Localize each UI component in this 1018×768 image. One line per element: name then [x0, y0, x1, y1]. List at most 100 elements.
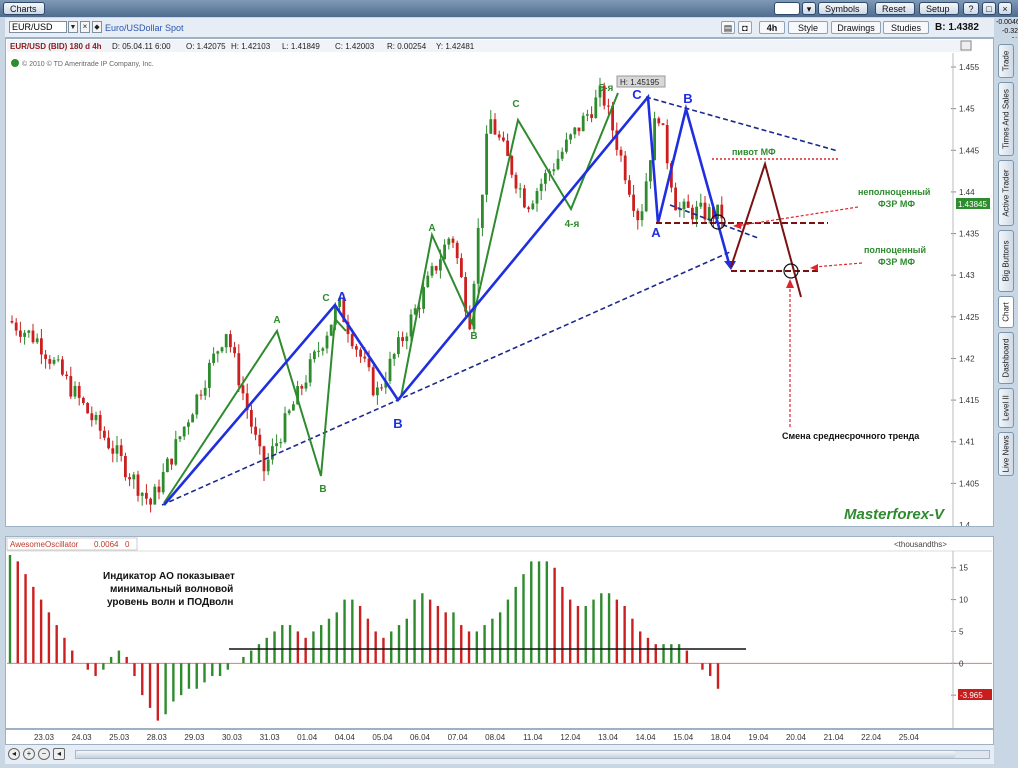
- ao-note-2: минимальный волновой: [110, 584, 233, 595]
- tab-times-and-sales[interactable]: Times And Sales: [998, 82, 1014, 156]
- info-open: O: 1.42075: [186, 42, 226, 51]
- zoom-in-icon[interactable]: +: [23, 748, 35, 760]
- candle-body: [371, 367, 375, 396]
- style-button[interactable]: Style: [788, 21, 828, 34]
- charts-button[interactable]: Charts: [3, 2, 45, 15]
- arrow-complete: [813, 262, 863, 268]
- tab-active-trader[interactable]: Active Trader: [998, 160, 1014, 226]
- candle-body: [632, 194, 635, 211]
- date-tick-label: 19.04: [748, 733, 769, 742]
- oscillator-chart[interactable]: AwesomeOscillator 0.0064 0 <thousandths>…: [6, 537, 993, 728]
- tab-chart[interactable]: Chart: [998, 296, 1014, 328]
- trend-change-label: Смена среднесрочного тренда: [782, 431, 920, 441]
- candle-body: [565, 139, 568, 152]
- osc-param: 0: [125, 540, 130, 549]
- candle-body: [712, 207, 715, 219]
- trend-support-line: [161, 251, 731, 506]
- price-tick-label: 1.42: [959, 354, 975, 363]
- price-chart-panel[interactable]: 1.4 1.405 1.41 1.415 1.42 1.425 1.43 1.435 1.44 1…: [5, 38, 994, 527]
- symbol-dropdown-icon[interactable]: ▼: [68, 21, 78, 33]
- date-tick-label: 24.03: [72, 733, 93, 742]
- symbol-input[interactable]: [9, 21, 67, 33]
- drawings-button[interactable]: Drawings: [831, 21, 881, 34]
- candle-body: [191, 414, 194, 423]
- date-tick-label: 06.04: [410, 733, 431, 742]
- link-color-box[interactable]: [774, 2, 800, 15]
- scroll-left-icon[interactable]: ◂: [53, 748, 65, 760]
- candle-body: [287, 410, 291, 414]
- candle-body: [254, 426, 257, 435]
- info-high: H: 1.42103: [231, 42, 271, 51]
- candle-body: [602, 85, 606, 106]
- setup-button[interactable]: Setup: [919, 2, 959, 15]
- studies-button[interactable]: Studies: [883, 21, 929, 34]
- clear-symbol-icon[interactable]: ×: [80, 21, 90, 33]
- arrow-trend-change-head: [786, 279, 794, 288]
- osc-value-tag: -3.965: [960, 691, 983, 700]
- chart-settings-icon[interactable]: [960, 40, 972, 51]
- candle-body: [342, 297, 346, 323]
- tab-dashboard[interactable]: Dashboard: [998, 332, 1014, 384]
- timeframe-button[interactable]: 4h: [759, 21, 785, 34]
- tab-level-ii[interactable]: Level II: [998, 388, 1014, 428]
- candle-body: [292, 404, 295, 411]
- candle-body: [107, 437, 110, 449]
- incomplete-ffz-label-2: ФЗР МФ: [878, 199, 915, 209]
- date-tick-label: 22.04: [861, 733, 882, 742]
- candle-body: [153, 486, 157, 505]
- help-icon[interactable]: ?: [963, 2, 979, 15]
- complete-ffz-circle: [783, 263, 799, 279]
- candle-body: [674, 187, 677, 211]
- pan-left-icon[interactable]: ◂: [8, 748, 20, 760]
- price-axis-ticks: 1.4 1.405 1.41 1.415 1.42 1.425 1.43 1.435 1.44 1…: [951, 53, 980, 526]
- candle-body: [514, 174, 518, 189]
- candle-body: [338, 297, 341, 307]
- candle-body: [103, 430, 106, 438]
- reset-button[interactable]: Reset: [875, 2, 915, 15]
- osc-name[interactable]: AwesomeOscillator: [10, 540, 79, 549]
- wave-label: A: [651, 225, 661, 240]
- maximize-icon[interactable]: □: [982, 2, 996, 15]
- candle-body: [23, 332, 26, 337]
- candle-body: [670, 163, 673, 188]
- tab-big-buttons[interactable]: Big Buttons: [998, 230, 1014, 292]
- date-tick-label: 07.04: [448, 733, 469, 742]
- candle-body: [308, 359, 312, 383]
- tab-trade[interactable]: Trade: [998, 44, 1014, 78]
- candle-body: [136, 474, 140, 496]
- oscillator-panel[interactable]: AwesomeOscillator 0.0064 0 <thousandths>…: [5, 536, 994, 729]
- candle-body: [527, 207, 530, 210]
- camera-icon[interactable]: ◘: [738, 21, 752, 34]
- candle-body: [157, 486, 161, 493]
- candle-body: [573, 127, 577, 135]
- candle-body: [422, 287, 425, 309]
- price-tag-bg: [956, 198, 990, 209]
- price-tick-label: 1.45: [959, 105, 975, 114]
- candle-body: [556, 158, 560, 170]
- bid-price: B: 1.4382: [935, 22, 979, 33]
- horizontal-scrollbar[interactable]: [75, 750, 990, 759]
- copyright: © 2010 © TD Ameritrade IP Company, Inc.: [22, 60, 154, 68]
- candle-body: [481, 194, 484, 228]
- candle-body: [539, 183, 543, 192]
- date-tick-label: 21.04: [824, 733, 845, 742]
- candle-body: [296, 386, 299, 405]
- symbol-bar: ▼ × ◆ Euro/USDollar Spot ▤ ◘ 4h Style Dr…: [5, 18, 994, 38]
- tab-live-news[interactable]: Live News: [998, 432, 1014, 476]
- candle-body: [460, 258, 463, 278]
- chevron-down-icon[interactable]: ▾: [802, 2, 816, 15]
- candles: [10, 77, 724, 513]
- date-tick-label: 11.04: [523, 733, 543, 742]
- price-chart[interactable]: 1.4 1.405 1.41 1.415 1.42 1.425 1.43 1.435 1.44 1…: [6, 39, 993, 526]
- candle-body: [124, 455, 127, 478]
- print-icon[interactable]: ▤: [721, 21, 735, 34]
- candle-body: [695, 206, 698, 220]
- candle-body: [77, 385, 81, 398]
- close-icon[interactable]: ×: [998, 2, 1012, 15]
- info-date: D: 05.04.11 6:00: [112, 42, 171, 51]
- link-icon[interactable]: ◆: [92, 21, 102, 33]
- candle-body: [464, 277, 467, 312]
- zoom-out-icon[interactable]: −: [38, 748, 50, 760]
- scrollbar-thumb[interactable]: [76, 751, 956, 758]
- symbols-button[interactable]: Symbols: [818, 2, 868, 15]
